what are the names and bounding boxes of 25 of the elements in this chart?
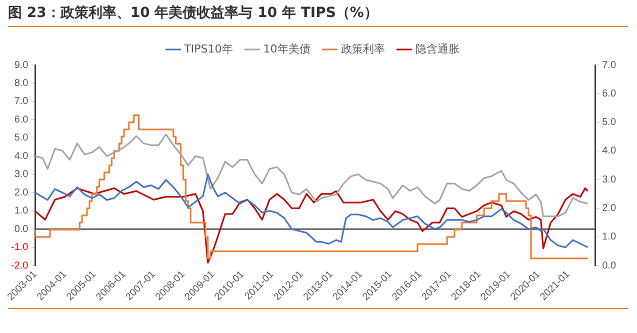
y-tick-label: 6.0 — [14, 114, 29, 126]
y2-tick-label: 5.0 — [602, 117, 616, 128]
legend-label: 政策利率 — [340, 42, 385, 56]
y2-tick-label: 7.0 — [602, 60, 616, 71]
y-tick-label: 4.0 — [14, 150, 29, 162]
y-tick-label: -1.0 — [10, 242, 29, 254]
y-tick-label: 1.0 — [14, 206, 29, 217]
y-tick-label: 7.0 — [14, 96, 29, 108]
legend-label: 10年美债 — [263, 42, 310, 56]
y-tick-label: 9.0 — [14, 60, 29, 71]
y2-tick-label: 4.0 — [602, 146, 616, 157]
y-tick-label: 8.0 — [14, 78, 29, 89]
y-tick-label: 2.0 — [14, 187, 29, 198]
y-tick-label: -2.0 — [10, 260, 29, 272]
legend-label: 隐含通胀 — [415, 42, 460, 56]
y2-tick-label: 1.0 — [602, 232, 616, 243]
y2-tick-label: 6.0 — [602, 88, 616, 100]
y-tick-label: 0.0 — [14, 224, 29, 235]
chart-title: 图 23：政策利率、10 年美债收益率与 10 年 TIPS（%） — [8, 4, 628, 27]
y2-tick-label: 0.0 — [602, 260, 616, 272]
y-tick-label: 5.0 — [14, 132, 29, 144]
y-tick-label: 3.0 — [14, 169, 29, 180]
legend-label: TIPS10年 — [183, 42, 233, 56]
y2-tick-label: 3.0 — [602, 174, 616, 186]
y2-tick-label: 2.0 — [602, 203, 616, 214]
